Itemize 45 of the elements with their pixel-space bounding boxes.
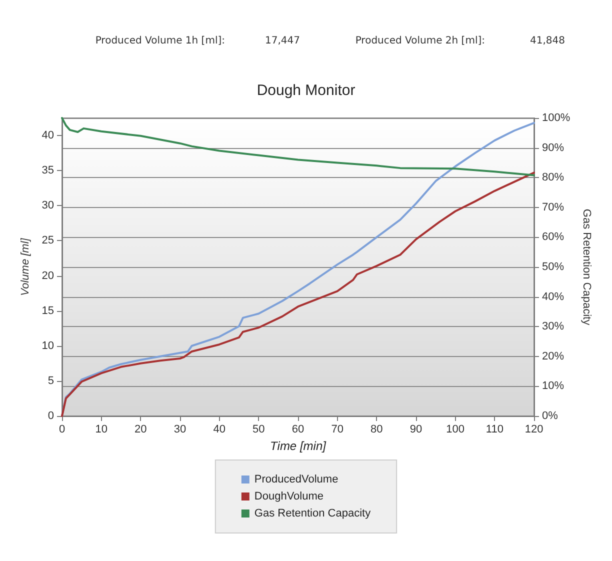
y2-tick-label: 20% — [542, 350, 564, 362]
chart-title: Dough Monitor — [256, 82, 356, 99]
x-tick-label: 80 — [370, 424, 383, 436]
x-tick-label: 20 — [134, 424, 147, 436]
y2-tick-label: 40% — [542, 290, 564, 303]
y-tick-label: 15 — [42, 304, 54, 317]
y2-tick-label: 90% — [542, 142, 564, 154]
y-tick-label: 0 — [48, 410, 54, 422]
legend-label: Gas Retention Capacity — [254, 508, 372, 520]
x-tick-label: 90 — [410, 424, 422, 436]
line-series — [61, 117, 535, 176]
x-tick-label: 60 — [292, 424, 304, 436]
y-axis-title: Volume [ml] — [19, 237, 32, 296]
y-tick-label: 25 — [42, 234, 54, 247]
legend-label: DoughVolume — [254, 490, 324, 502]
y2-tick-label: 80% — [542, 172, 564, 184]
x-tick-label: 70 — [331, 424, 344, 436]
x-tick-label: 110 — [486, 424, 504, 436]
y-tick-label: 30 — [42, 200, 54, 212]
x-tick-label: 120 — [524, 424, 544, 436]
y2-tick-label: 70% — [542, 201, 564, 214]
x-axis-title: Time [min] — [270, 438, 327, 453]
y2-tick-label: 50% — [542, 261, 564, 273]
y2-tick-label: 0% — [542, 410, 558, 422]
y2-tick-label: 60% — [542, 231, 564, 244]
legend-label: ProducedVolume — [254, 474, 338, 486]
x-tick-label: 50 — [252, 424, 265, 436]
x-tick-label: 100 — [446, 424, 465, 436]
y-tick-label: 20 — [42, 270, 54, 282]
text: Produced Volume 1h [ml]: — [95, 36, 226, 46]
x-tick-label: 40 — [213, 424, 226, 436]
x-tick-label: 30 — [174, 424, 186, 436]
y-tick-label: 5 — [48, 374, 54, 387]
y2-axis-title: Gas Retention Capacity — [580, 208, 593, 326]
x-tick-label: 0 — [58, 424, 66, 436]
y2-tick-label: 100% — [542, 112, 570, 124]
y-tick-label: 10 — [42, 340, 54, 352]
text: Produced Volume 2h [ml]: — [355, 36, 486, 46]
x-tick-label: 10 — [95, 424, 108, 436]
text: 17,447 — [265, 36, 300, 46]
y2-tick-label: 30% — [542, 320, 564, 333]
y2-tick-label: 10% — [542, 380, 564, 392]
text: 41,848 — [530, 36, 566, 46]
y-tick-label: 35 — [42, 164, 54, 177]
y-tick-label: 40 — [42, 130, 54, 142]
